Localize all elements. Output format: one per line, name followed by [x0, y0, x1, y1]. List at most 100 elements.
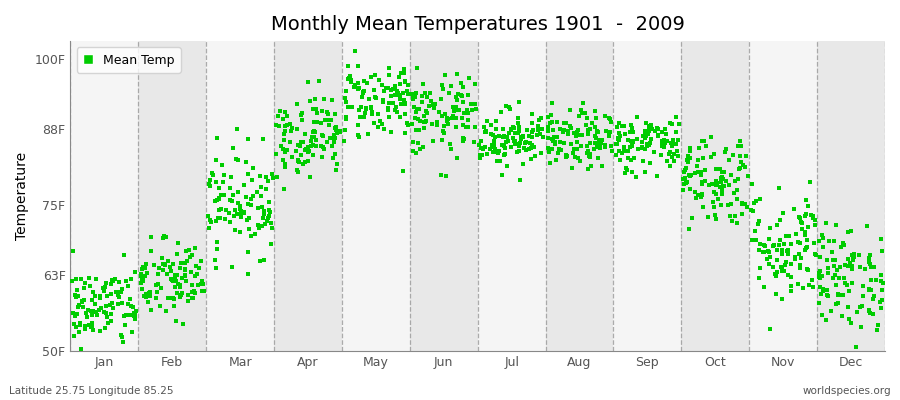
- Point: [377, 126, 392, 132]
- Point: [178, 273, 193, 279]
- Point: [528, 152, 543, 159]
- Point: [478, 144, 492, 150]
- Point: [124, 329, 139, 336]
- Point: [85, 322, 99, 328]
- Point: [772, 237, 787, 244]
- Point: [167, 284, 182, 290]
- Point: [329, 125, 344, 132]
- Point: [181, 298, 195, 305]
- Point: [502, 104, 517, 110]
- Point: [432, 109, 446, 115]
- Point: [210, 239, 224, 245]
- Point: [70, 293, 85, 300]
- Point: [414, 92, 428, 99]
- Point: [151, 265, 166, 271]
- Point: [84, 323, 98, 330]
- Point: [239, 159, 254, 165]
- Point: [68, 291, 82, 298]
- Point: [756, 249, 770, 256]
- Point: [112, 288, 127, 295]
- Point: [640, 143, 654, 150]
- Point: [595, 137, 609, 144]
- Point: [360, 80, 374, 86]
- Point: [638, 168, 652, 175]
- Point: [112, 294, 127, 300]
- Point: [737, 201, 751, 207]
- Point: [694, 169, 708, 175]
- Point: [472, 155, 487, 162]
- Point: [624, 137, 638, 144]
- Point: [406, 93, 420, 99]
- Point: [831, 292, 845, 298]
- Point: [560, 153, 574, 159]
- Point: [333, 129, 347, 136]
- Point: [842, 256, 856, 262]
- Point: [516, 161, 530, 167]
- Point: [139, 261, 153, 268]
- Point: [813, 268, 827, 274]
- Point: [704, 134, 718, 140]
- Point: [210, 245, 224, 252]
- Point: [114, 332, 129, 338]
- Point: [85, 312, 99, 318]
- Point: [78, 310, 93, 316]
- Point: [612, 119, 626, 126]
- Point: [806, 213, 821, 220]
- Point: [562, 107, 577, 114]
- Point: [549, 156, 563, 163]
- Point: [248, 231, 262, 238]
- Point: [525, 128, 539, 135]
- Point: [332, 128, 347, 134]
- Point: [844, 320, 859, 327]
- Point: [707, 151, 722, 158]
- Point: [225, 198, 239, 204]
- Point: [736, 162, 751, 169]
- Point: [680, 153, 695, 160]
- Point: [837, 242, 851, 249]
- Point: [256, 215, 270, 222]
- Point: [104, 310, 118, 317]
- Point: [457, 110, 472, 116]
- Point: [446, 104, 460, 110]
- Point: [518, 140, 533, 146]
- Point: [280, 147, 294, 153]
- Point: [323, 117, 338, 123]
- Point: [121, 282, 135, 289]
- Point: [119, 311, 133, 318]
- Point: [409, 114, 423, 121]
- Point: [747, 200, 761, 206]
- Point: [682, 145, 697, 151]
- Point: [325, 142, 339, 149]
- Point: [400, 122, 415, 128]
- Point: [436, 128, 450, 134]
- Point: [474, 152, 489, 158]
- Point: [406, 95, 420, 102]
- Point: [730, 196, 744, 202]
- Point: [836, 292, 850, 299]
- Point: [392, 92, 407, 98]
- Point: [128, 269, 142, 276]
- Point: [268, 122, 283, 128]
- Point: [492, 133, 507, 140]
- Point: [574, 107, 589, 114]
- Point: [778, 259, 793, 265]
- Point: [802, 282, 816, 288]
- Point: [775, 247, 789, 254]
- Point: [779, 247, 794, 254]
- Point: [489, 117, 503, 124]
- Point: [498, 145, 512, 151]
- Point: [572, 132, 586, 138]
- Bar: [342, 41, 410, 351]
- Point: [217, 172, 231, 178]
- Point: [812, 274, 826, 280]
- Point: [298, 146, 312, 153]
- Point: [166, 295, 180, 301]
- Point: [320, 110, 335, 117]
- Point: [275, 146, 290, 152]
- Point: [338, 99, 353, 106]
- Point: [793, 240, 807, 246]
- Point: [735, 211, 750, 217]
- Point: [94, 304, 109, 311]
- Point: [441, 116, 455, 122]
- Point: [327, 134, 341, 141]
